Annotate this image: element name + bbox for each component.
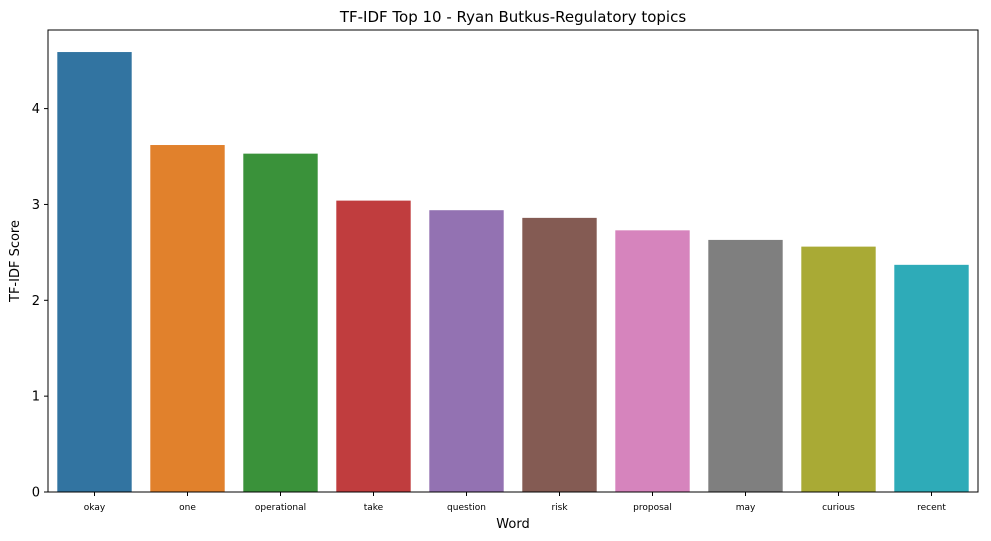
x-tick-label: operational	[255, 503, 306, 513]
bar-proposal	[615, 230, 690, 492]
bar-one	[150, 145, 225, 492]
x-tick-label: one	[179, 503, 196, 513]
y-axis-ticks: 0 1 2 3 4	[32, 102, 48, 501]
bar-okay	[57, 52, 132, 492]
y-tick-label: 3	[32, 198, 40, 213]
bar-curious	[801, 246, 876, 492]
y-tick-label: 2	[32, 294, 40, 309]
bars-group	[57, 52, 969, 493]
bar-take	[336, 200, 411, 492]
bar-recent	[894, 264, 969, 492]
chart-title: TF-IDF Top 10 - Ryan Butkus-Regulatory t…	[339, 8, 687, 26]
x-axis-label: Word	[496, 517, 529, 532]
x-tick-label: proposal	[633, 503, 672, 513]
y-tick-label: 0	[32, 486, 40, 501]
bar-risk	[522, 217, 597, 492]
y-tick-label: 4	[32, 102, 40, 117]
bar-may	[708, 239, 783, 492]
x-tick-label: take	[364, 503, 384, 513]
x-tick-label: curious	[822, 503, 855, 513]
bar-question	[429, 210, 504, 493]
x-tick-label: recent	[917, 503, 946, 513]
y-axis-label: TF-IDF Score	[8, 220, 23, 303]
x-axis-ticks: okay one operational take question risk propos…	[84, 492, 946, 513]
y-tick-label: 1	[32, 390, 40, 405]
bar-operational	[243, 153, 318, 492]
x-tick-label: question	[447, 503, 486, 513]
x-tick-label: may	[736, 503, 756, 513]
plot-frame	[47, 29, 979, 493]
x-tick-label: risk	[551, 503, 568, 513]
x-tick-label: okay	[84, 503, 106, 513]
